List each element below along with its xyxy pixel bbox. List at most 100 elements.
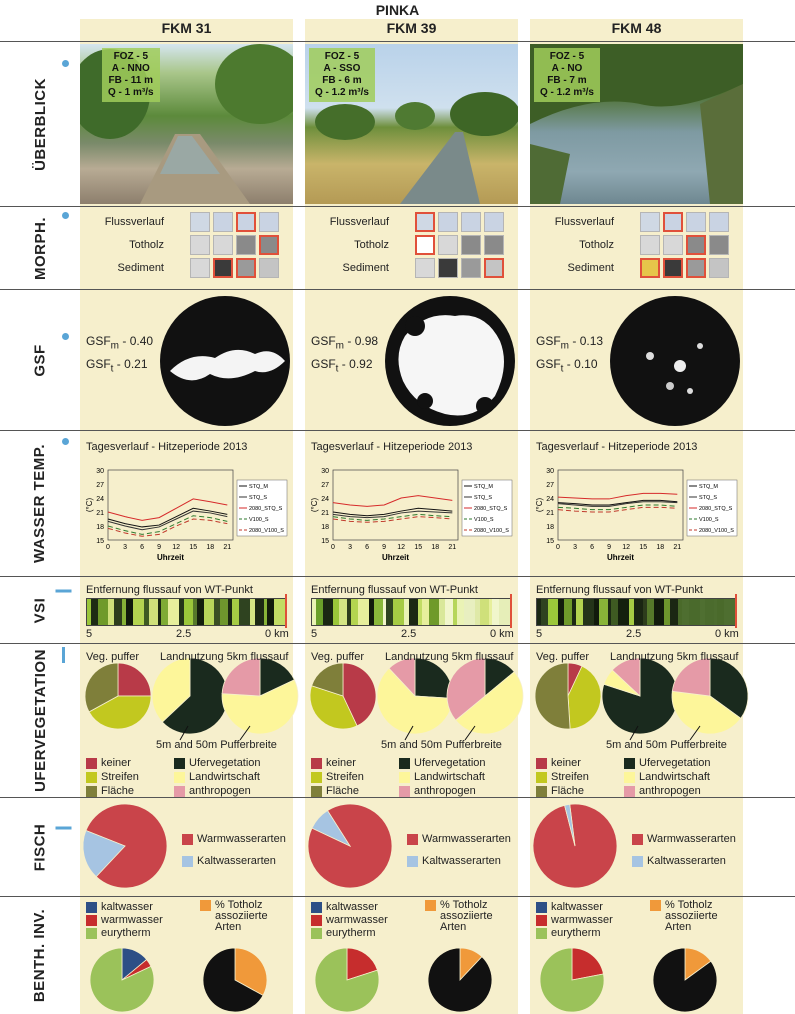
vsi-segment: [219, 599, 229, 625]
temp-series-line: [557, 501, 678, 507]
ufer-legend-item: Landwirtschaft: [624, 770, 710, 784]
temp-xtick: 9: [382, 544, 386, 551]
temp-series-line: [332, 507, 453, 517]
benth-legend-item: eurytherm: [311, 926, 376, 940]
land5-pie-slice: [611, 657, 641, 697]
vsi-segment: [634, 599, 644, 625]
legend-swatch: [399, 771, 410, 783]
legend-label: warmwasser: [551, 914, 613, 926]
buffer-arrow: [464, 725, 476, 741]
legend-label: Fläche: [101, 785, 135, 797]
temp-plot-frame: [557, 469, 684, 541]
legend-label: kaltwasser: [326, 901, 378, 913]
morph-cell-sediment: [259, 258, 279, 278]
temp-xtick: 21: [673, 544, 681, 551]
vsi-segment: [699, 599, 705, 625]
ufer-legend-item: keiner: [536, 756, 581, 770]
temp-plot-frame: [107, 469, 234, 541]
temp-ytick: 27: [321, 482, 329, 489]
temp-ytick: 27: [546, 482, 554, 489]
vsi-segment: [464, 599, 475, 625]
legend-swatch: [624, 771, 635, 783]
legend-label: Ufervegetation: [189, 757, 261, 769]
temp-series-line: [107, 507, 228, 528]
temp-chart-title-2: Tagesverlauf - Hitzeperiode 2013: [311, 441, 473, 453]
morph-cell-totholz: [663, 235, 683, 255]
morph-cell-totholz: [213, 235, 233, 255]
row-divider: [0, 289, 795, 290]
morph-cell-flussverlauf: [236, 212, 256, 232]
legend-swatch: [536, 901, 547, 913]
vsi-segment: [312, 599, 316, 625]
vsi-segment: [196, 599, 204, 625]
legend-swatch: [86, 771, 97, 783]
morph-cell-flussverlauf: [438, 212, 458, 232]
legend-swatch: [536, 914, 547, 926]
legend-label: Warmwasserarten: [647, 833, 736, 845]
vsi-segment: [393, 599, 404, 625]
legend-label: kaltwasser: [551, 901, 603, 913]
fisch-legend-item: Warmwasserarten: [632, 832, 736, 846]
vsi-segment: [646, 599, 654, 625]
temp-series-line: [332, 513, 453, 521]
vsi-tick: 5: [86, 628, 93, 640]
figure-title: PINKA: [375, 2, 420, 18]
legend-label: Ufervegetation: [414, 757, 486, 769]
legend-swatch: [425, 900, 436, 911]
temp-chart-title-1: Tagesverlauf - Hitzeperiode 2013: [86, 441, 248, 453]
morph-cell-totholz: [484, 235, 504, 255]
veg-title: Veg. puffer: [536, 651, 590, 663]
legend-swatch: [311, 901, 322, 913]
fisch-legend-item: Kaltwasserarten: [632, 854, 726, 868]
vsi-segment: [593, 599, 599, 625]
vsi-segment: [643, 599, 647, 625]
legend-swatch: [650, 900, 661, 911]
legend-label: eurytherm: [551, 927, 601, 939]
benth-pie-slice: [89, 947, 155, 1013]
ufer-legend-item: Fläche: [536, 784, 584, 798]
morph-cell-flussverlauf: [686, 212, 706, 232]
buffer-note: 5m and 50m Pufferbreite: [606, 739, 727, 751]
row-label-gsf: GSF: [31, 343, 49, 377]
vsi-segment: [479, 599, 489, 625]
veg-pie-slice: [84, 662, 119, 713]
vsi-segment: [203, 599, 215, 625]
legend-swatch: [182, 855, 193, 867]
vsi-segment: [499, 599, 511, 625]
column-header-2: FKM 39: [386, 20, 437, 36]
legend-label: Fläche: [551, 785, 585, 797]
temp-legend-label: V100_S: [699, 517, 719, 523]
vsi-segment: [231, 599, 240, 625]
vsi-segment: [168, 599, 179, 625]
temp-legend-label: 2080_V100_S: [699, 528, 734, 534]
temp-legend-label: 2080_V100_S: [474, 528, 509, 534]
vsi-bar: [86, 598, 286, 626]
vsi-segment: [582, 599, 594, 625]
morph-cell-sediment: [213, 258, 233, 278]
vsi-segment: [488, 599, 493, 625]
vsi-segment: [598, 599, 608, 625]
morph-cell-flussverlauf: [663, 212, 683, 232]
morph-cell-sediment: [415, 258, 435, 278]
totholz-legend: % Totholz assoziierte Arten: [425, 900, 505, 933]
temp-legend-label: STQ_S: [474, 495, 492, 501]
morph-cell-totholz: [709, 235, 729, 255]
temp-xtick: 15: [639, 544, 647, 551]
morph-cell-totholz: [236, 235, 256, 255]
morph-cell-flussverlauf: [190, 212, 210, 232]
vsi-segment: [315, 599, 323, 625]
morph-cell-flussverlauf: [461, 212, 481, 232]
temp-xtick: 12: [622, 544, 630, 551]
morph-label-sediment: Sediment: [117, 262, 164, 274]
temp-ytick: 30: [96, 468, 104, 475]
vsi-tick: 0 km: [265, 628, 289, 640]
vsi-tick: 0 km: [715, 628, 739, 640]
temp-ylabel: (°C): [535, 498, 544, 513]
fisheye-photo-1: [160, 296, 290, 426]
benth-legend-item: warmwasser: [86, 913, 163, 927]
temp-xtick: 3: [573, 544, 577, 551]
